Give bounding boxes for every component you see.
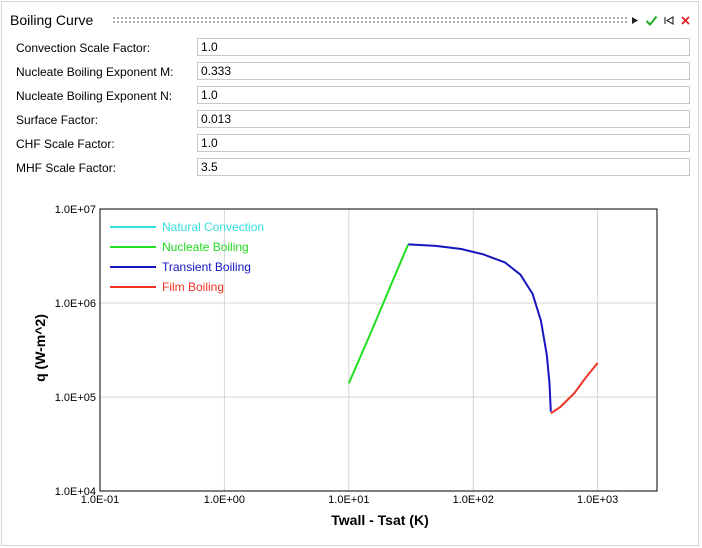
boiling-curve-chart: 1.0E-01 1.0E+00 1.0E+01 1.0E+02 1.0E+03 1.0E+… xyxy=(32,204,658,528)
legend-label: Natural Convection xyxy=(162,220,264,234)
series-line-film-boiling xyxy=(550,362,599,415)
y-tick-label: 1.0E+07 xyxy=(55,204,96,216)
close-icon[interactable] xyxy=(679,14,692,27)
legend-label: Nucleate Boiling xyxy=(162,240,249,254)
panel-title: Boiling Curve xyxy=(10,12,94,28)
field-row-surface-factor: Surface Factor: xyxy=(2,110,698,130)
y-axis-label: q (W-m^2) xyxy=(32,314,48,382)
panel-titlebar: Boiling Curve xyxy=(2,2,698,36)
mhf-scale-field[interactable] xyxy=(197,158,690,176)
y-tick-label: 1.0E+05 xyxy=(55,392,96,404)
exponent-m-field[interactable] xyxy=(197,62,690,80)
field-row-exponent-m: Nucleate Boiling Exponent M: xyxy=(2,62,698,82)
field-row-exponent-n: Nucleate Boiling Exponent N: xyxy=(2,86,698,106)
legend-label: Transient Boiling xyxy=(162,260,251,274)
x-tick-label: 1.0E+02 xyxy=(453,494,494,506)
play-icon[interactable] xyxy=(628,14,641,27)
series-line-nucleate-boiling xyxy=(347,244,410,384)
convection-scale-field[interactable] xyxy=(197,38,690,56)
x-axis-label: Twall - Tsat (K) xyxy=(331,512,428,528)
field-label: Nucleate Boiling Exponent N: xyxy=(16,89,173,103)
chart-series xyxy=(347,243,599,415)
plot-frame xyxy=(99,208,658,492)
check-icon[interactable] xyxy=(645,14,658,27)
exponent-n-field[interactable] xyxy=(197,86,690,104)
field-label: Surface Factor: xyxy=(16,113,99,127)
legend-label: Film Boiling xyxy=(162,280,224,294)
x-tick-label: 1.0E+01 xyxy=(328,494,369,506)
surface-factor-field[interactable] xyxy=(197,110,690,128)
field-label: MHF Scale Factor: xyxy=(16,161,117,175)
y-tick-label: 1.0E+06 xyxy=(55,298,96,310)
drag-grip[interactable] xyxy=(112,16,627,24)
series-line-transient-boiling xyxy=(408,243,552,412)
field-row-mhf-scale: MHF Scale Factor: xyxy=(2,158,698,178)
chart-ticks: 1.0E-01 1.0E+00 1.0E+01 1.0E+02 1.0E+03 1.0E+… xyxy=(55,204,619,506)
field-label: Convection Scale Factor: xyxy=(16,41,151,55)
panel-toolbar xyxy=(628,13,692,27)
chart-legend: Natural Convection Nucleate Boiling Transi… xyxy=(110,220,264,294)
x-tick-label: 1.0E+00 xyxy=(204,494,245,506)
x-tick-label: 1.0E+03 xyxy=(577,494,618,506)
chf-scale-field[interactable] xyxy=(197,134,690,152)
field-row-convection-scale: Convection Scale Factor: xyxy=(2,38,698,58)
field-row-chf-scale: CHF Scale Factor: xyxy=(2,134,698,154)
x-tick-label: 1.0E-01 xyxy=(81,494,120,506)
reset-icon[interactable] xyxy=(662,14,675,27)
field-label: CHF Scale Factor: xyxy=(16,137,115,151)
field-label: Nucleate Boiling Exponent M: xyxy=(16,65,174,79)
y-tick-label: 1.0E+04 xyxy=(55,486,96,498)
